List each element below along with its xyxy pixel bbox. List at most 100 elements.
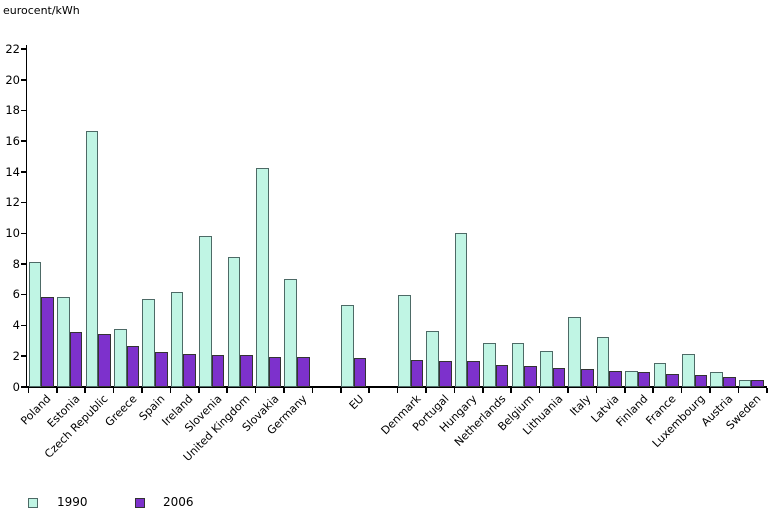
bar-1990-slovakia [256,168,269,387]
bar-2006-austria [723,376,736,387]
y-tick-label: 0 [12,379,20,394]
x-tick [254,387,257,393]
x-tick [283,387,285,393]
bar-2006-poland [41,296,54,387]
y-tick [21,232,26,234]
x-tick [425,387,427,393]
bar-1990-greece [114,329,127,387]
bar-2006-finland [637,372,651,387]
y-tick-label: 12 [5,195,20,210]
bar-1990-lithuania [540,350,553,387]
y-tick [21,386,26,388]
bar-1990-hungary [454,232,468,387]
bar-2006-france [666,373,679,387]
bar-2006-slovakia [268,356,282,387]
bar-2006-spain [155,352,168,387]
x-tick [453,387,456,393]
x-tick [567,387,569,393]
y-tick-label: 10 [5,226,20,240]
x-tick [368,387,370,393]
y-axis-line [25,45,27,387]
bar-2006-belgium [524,366,537,387]
bar-1990-united-kingdom [227,257,241,387]
bar-1990-france [653,362,667,387]
y-tick-label: 2 [12,348,20,363]
y-tick [21,140,26,142]
y-tick [21,48,26,50]
bar-2006-netherlands [495,364,509,387]
x-tick [112,387,115,393]
bar-2006-italy [581,369,594,387]
bar-2006-estonia [69,332,83,387]
x-tick [311,387,314,393]
bar-2006-greece [126,346,140,387]
bar-1990-poland [28,261,42,387]
bar-1990-portugal [426,330,439,387]
x-axis-line [25,386,767,388]
bar-2006-hungary [467,361,480,387]
y-tick [21,324,26,327]
bar-1990-netherlands [483,343,496,387]
bar-1990-spain [142,298,155,387]
y-tick-label: 8 [12,256,20,271]
bar-2006-germany [297,356,310,387]
x-tick [56,387,58,393]
bar-2006-united-kingdom [240,355,253,387]
y-tick [21,109,26,112]
y-tick-label: 6 [12,287,20,302]
y-tick [21,79,26,81]
bar-1990-germany [284,278,297,387]
y-tick [21,293,26,296]
x-tick [198,387,200,393]
bar-2006-ireland [183,353,196,387]
x-tick [510,387,512,393]
bar-2006-slovenia [211,355,225,387]
bar-1990-slovenia [199,235,212,387]
x-tick [141,387,143,393]
y-tick [21,171,26,173]
bar-1990-denmark [398,295,411,387]
x-tick [680,387,683,393]
bar-1990-eu [341,304,354,387]
bar-1990-austria [710,372,723,387]
y-tick-label: 22 [5,41,20,56]
x-tick [737,387,740,393]
bar-1990-belgium [511,343,525,387]
x-tick [595,387,598,393]
x-tick [340,387,342,393]
y-tick-label: 14 [5,164,20,179]
bar-1990-ireland [170,292,184,387]
bar-2006-lithuania [552,367,566,387]
x-tick [624,387,626,393]
bar-2006-denmark [410,359,424,387]
x-tick [27,387,30,393]
x-tick [396,387,399,393]
x-tick [169,387,172,393]
y-tick-label: 4 [12,318,20,333]
x-tick [766,387,768,393]
x-tick [652,387,654,393]
y-tick-label: 18 [5,103,20,118]
y-axis-unit-label: eurocent/kWh [3,4,80,17]
bar-2006-czech-republic [98,333,111,387]
bar-1990-sweden [738,379,752,387]
y-tick [21,263,26,265]
bar-1990-italy [568,316,581,387]
x-tick [709,387,711,393]
y-tick-label: 20 [5,72,20,87]
x-tick [482,387,484,393]
y-tick [21,355,26,357]
bar-1990-estonia [57,296,70,387]
x-tick [84,387,86,393]
bar-1990-luxembourg [682,353,695,387]
y-tick-label: 16 [5,133,20,148]
bar-2006-portugal [439,361,452,387]
y-tick [21,201,26,204]
bar-2006-eu [353,358,367,387]
bar-1990-czech-republic [85,131,99,387]
bar-2006-sweden [751,379,764,387]
bar-2006-latvia [609,370,622,387]
bar-1990-finland [625,370,638,387]
